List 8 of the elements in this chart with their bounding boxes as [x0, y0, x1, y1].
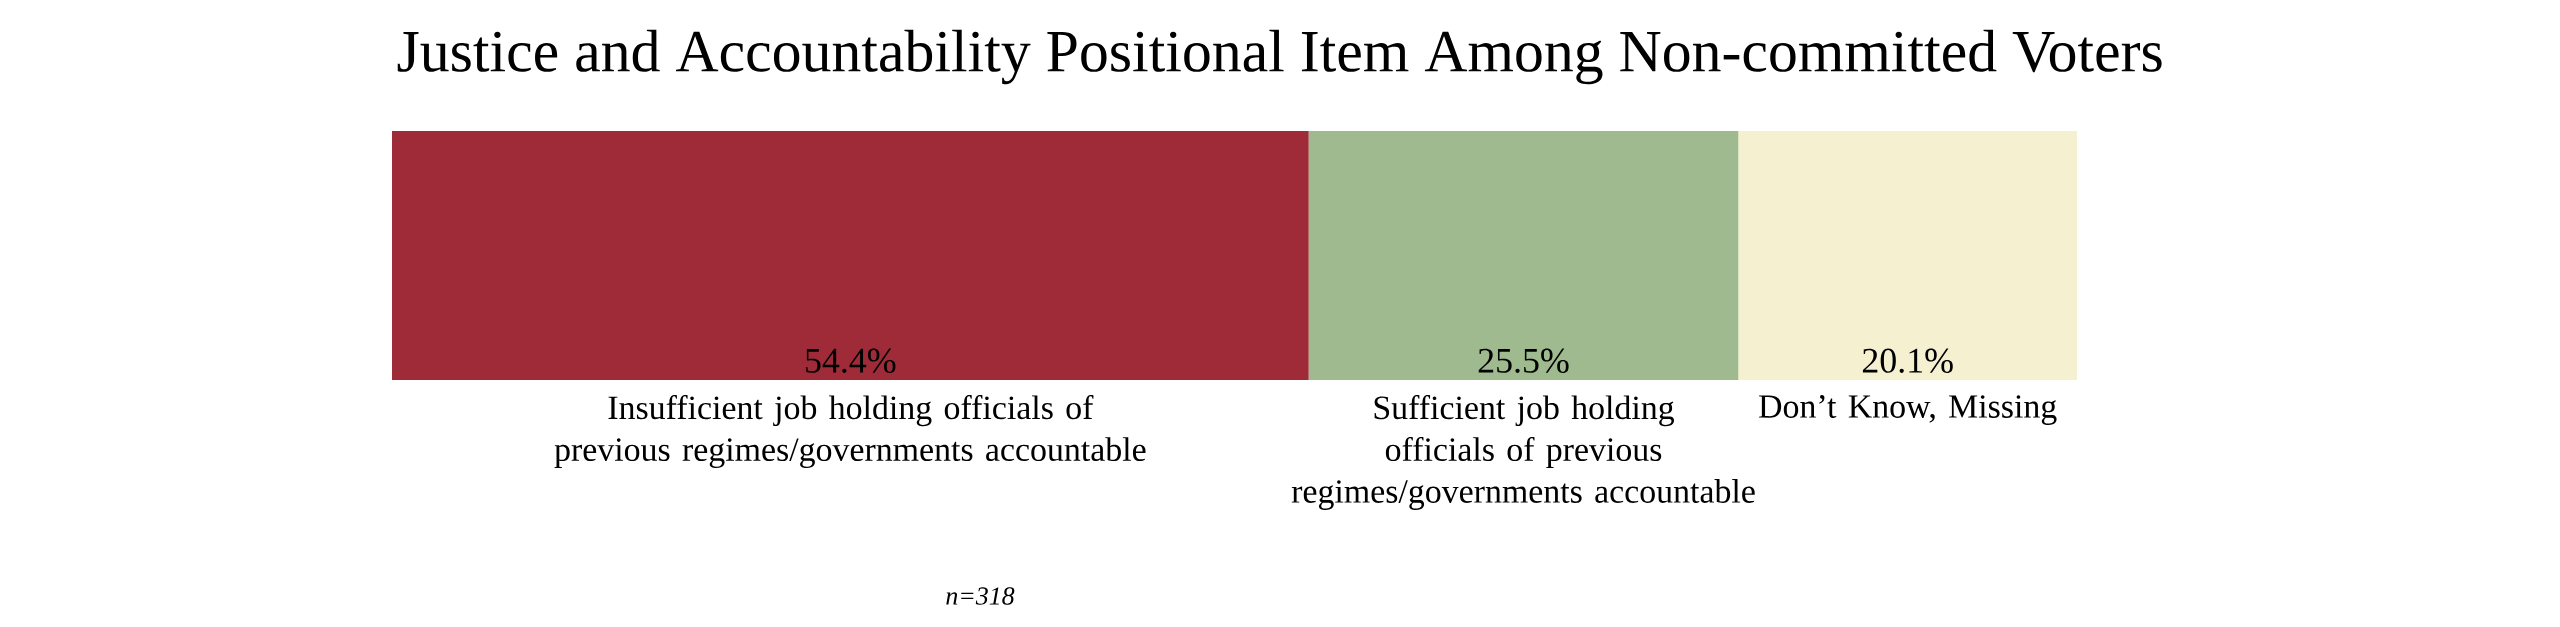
series-label: Don’t Know, Missing	[1759, 395, 2057, 425]
data-label: 25.5%	[1478, 348, 1569, 373]
series-label: Sufficient job holding officials of previous regimes/governments accountable	[1291, 395, 1755, 510]
text: n=318	[946, 587, 1015, 605]
data-label: 20.1%	[1862, 348, 1953, 373]
series-label: Insufficient job holding officials of previous regimes/governments accountable	[554, 395, 1146, 469]
chart-title: Justice and Accountability Positional Item Among Non-committed Voters	[397, 29, 2162, 85]
data-label: 54.4%	[806, 348, 896, 373]
